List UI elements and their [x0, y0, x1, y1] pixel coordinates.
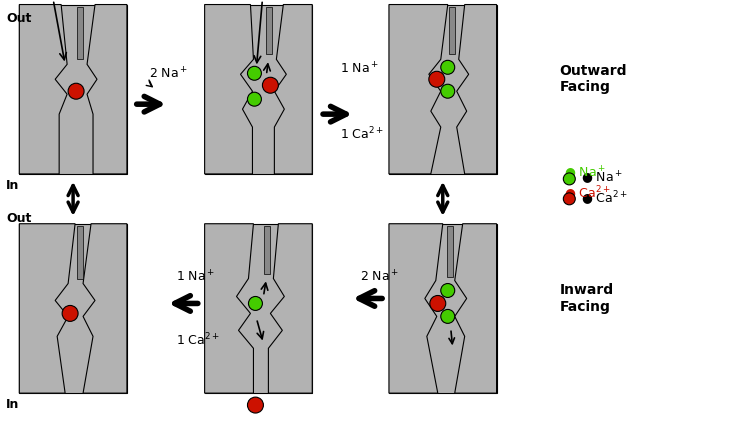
Polygon shape: [274, 5, 312, 174]
Polygon shape: [389, 5, 448, 174]
Polygon shape: [205, 224, 253, 393]
Polygon shape: [20, 224, 75, 393]
Circle shape: [262, 77, 278, 93]
Text: 1 Na$^+$: 1 Na$^+$: [340, 62, 380, 77]
Text: Out: Out: [6, 12, 32, 24]
Polygon shape: [20, 5, 127, 174]
Text: 1 Na$^+$: 1 Na$^+$: [175, 269, 215, 284]
Text: ● Ca$^{2+}$: ● Ca$^{2+}$: [564, 184, 612, 203]
Polygon shape: [266, 6, 272, 54]
Text: 2 Na$^+$: 2 Na$^+$: [360, 269, 399, 284]
Polygon shape: [20, 224, 127, 393]
Text: Out: Out: [6, 212, 32, 225]
Polygon shape: [205, 224, 312, 393]
Polygon shape: [20, 5, 67, 174]
Polygon shape: [265, 226, 271, 273]
Polygon shape: [205, 5, 312, 174]
Circle shape: [441, 309, 454, 324]
Polygon shape: [87, 5, 127, 174]
Circle shape: [68, 83, 84, 99]
Circle shape: [247, 397, 263, 413]
Circle shape: [429, 71, 445, 87]
Polygon shape: [454, 224, 497, 393]
Text: ● Na$^+$: ● Na$^+$: [581, 170, 624, 187]
Polygon shape: [268, 224, 312, 393]
Text: Outward
Facing: Outward Facing: [559, 64, 627, 94]
Polygon shape: [447, 226, 453, 276]
Polygon shape: [449, 6, 454, 54]
Circle shape: [441, 60, 454, 74]
Polygon shape: [83, 224, 127, 393]
Circle shape: [247, 92, 262, 106]
Circle shape: [62, 306, 78, 321]
Polygon shape: [389, 224, 497, 393]
Circle shape: [563, 173, 575, 185]
Text: In: In: [6, 179, 20, 192]
Text: 1 Ca$^{2+}$: 1 Ca$^{2+}$: [340, 126, 384, 143]
Polygon shape: [389, 224, 443, 393]
Polygon shape: [389, 5, 497, 174]
Polygon shape: [205, 5, 253, 174]
Text: 1 Ca$^{2+}$: 1 Ca$^{2+}$: [175, 332, 220, 349]
Text: Inward
Facing: Inward Facing: [559, 283, 613, 314]
Circle shape: [430, 295, 446, 312]
Circle shape: [249, 297, 262, 310]
Text: 2 Na$^+$: 2 Na$^+$: [149, 67, 188, 82]
Circle shape: [247, 66, 262, 80]
Circle shape: [441, 283, 454, 297]
Polygon shape: [77, 6, 83, 59]
Polygon shape: [77, 226, 83, 279]
Circle shape: [441, 84, 454, 98]
Text: ● Na$^+$: ● Na$^+$: [564, 165, 606, 182]
Circle shape: [563, 193, 575, 205]
Polygon shape: [457, 5, 497, 174]
Text: ● Ca$^{2+}$: ● Ca$^{2+}$: [581, 190, 628, 208]
Text: In: In: [6, 398, 20, 411]
